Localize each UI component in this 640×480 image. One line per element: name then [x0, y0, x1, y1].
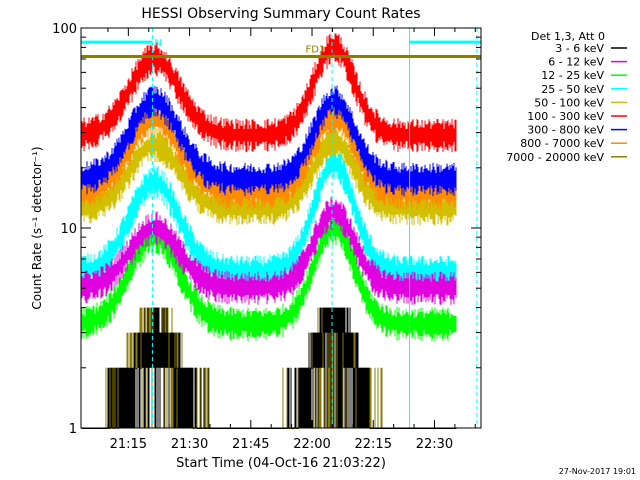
series-layer [81, 33, 457, 429]
x-tick-label: 22:30 [416, 437, 453, 452]
x-axis-label: Start Time (04-Oct-16 21:03:22) [176, 456, 386, 471]
legend-label-800-7000-kev: 800 - 7000 keV [520, 137, 604, 150]
status-bar-label-fd1: FD1 [305, 45, 325, 56]
chart-title: HESSI Observing Summary Count Rates [141, 6, 420, 22]
y-tick-label: 100 [52, 22, 77, 37]
legend-title: Det 1,3, Att 0 [531, 30, 605, 43]
x-tick-label: 21:30 [171, 437, 208, 452]
legend-label-50-100-kev: 50 - 100 keV [534, 96, 604, 109]
legend-label-12-25-kev: 12 - 25 keV [541, 69, 604, 82]
y-tick-label: 10 [60, 222, 77, 237]
legend-label-6-12-kev: 6 - 12 keV [548, 56, 604, 69]
bar-layer: N FD1 [81, 38, 481, 59]
status-bar-label-n: N [154, 38, 161, 49]
legend-label-7000-20000-kev: 7000 - 20000 keV [506, 151, 604, 164]
series-100-300-kev [81, 33, 457, 153]
legend-label-300-800-kev: 300 - 800 keV [527, 124, 604, 137]
x-tick-label: 21:45 [232, 437, 269, 452]
x-tick-label: 21:15 [110, 437, 147, 452]
x-tick-label: 22:15 [355, 437, 392, 452]
legend-label-100-300-kev: 100 - 300 keV [527, 110, 604, 123]
x-tick-label: 22:00 [293, 437, 330, 452]
y-tick-label: 1 [69, 422, 77, 437]
footer-timestamp: 27-Nov-2017 19:01 [559, 467, 636, 476]
legend-label-25-50-kev: 25 - 50 keV [541, 83, 604, 96]
tick-layer: 21:15 21:30 21:45 22:00 22:15 22:30 1 10 100 [52, 22, 481, 452]
y-axis-label: Count Rate (s⁻¹ detector⁻¹) [30, 146, 44, 309]
legend-label-3-6-kev: 3 - 6 keV [555, 42, 604, 55]
